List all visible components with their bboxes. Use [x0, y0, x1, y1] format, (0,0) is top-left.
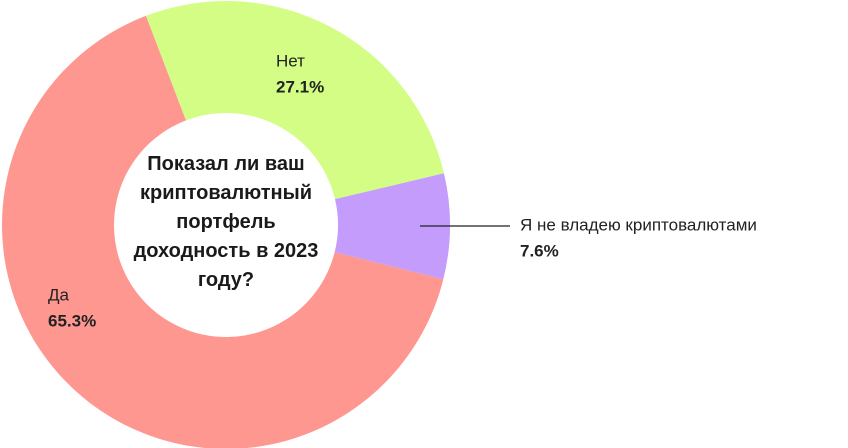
donut-segment — [334, 173, 451, 280]
segment-label: Нет — [276, 51, 305, 70]
chart-title: Показал ли ваш криптовалютный портфель д… — [133, 153, 319, 291]
donut-segment — [2, 15, 444, 448]
segment-label: Да — [48, 285, 70, 304]
donut-segment — [146, 1, 444, 200]
value-label: 7.6% — [520, 241, 559, 260]
segment-label: Я не владею криптовалютами — [520, 215, 757, 234]
value-label: 65.3% — [48, 311, 96, 330]
value-label: 27.1% — [276, 77, 324, 96]
